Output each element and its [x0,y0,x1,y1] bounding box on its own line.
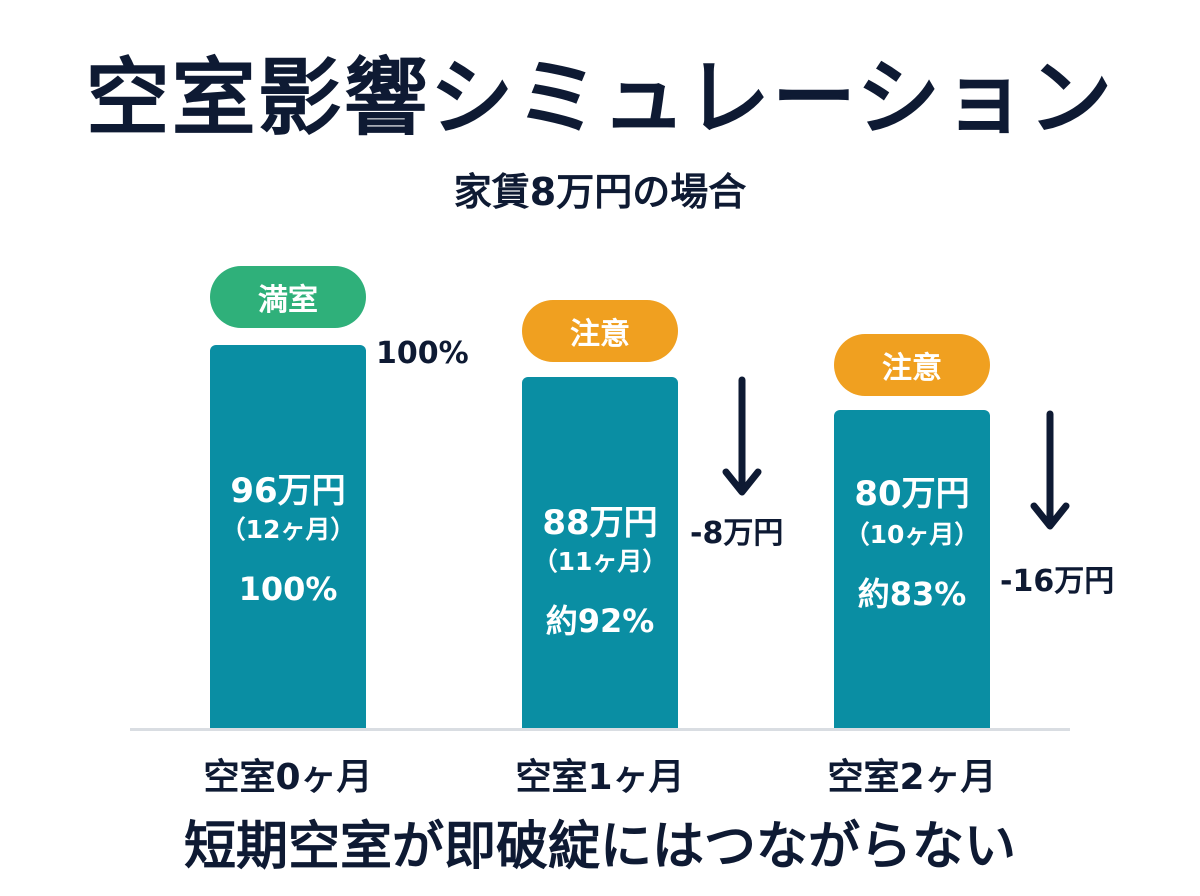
page-subtitle: 家賃8万円の場合 [453,170,747,214]
difference-label: -8万円 [690,516,784,551]
bar-percent: 約92% [545,602,655,640]
bar-vacancy-2: 80万円 （10ヶ月） 約83% [834,410,990,729]
down-arrow-icon [1030,410,1070,530]
bar-months: （10ヶ月） [844,520,980,549]
down-arrow-icon [722,376,762,496]
side-label-100-percent: 100% [376,336,469,371]
bar-amount: 88万円 [542,503,658,543]
status-badge-full: 満室 [210,266,366,328]
page-title: 空室影響シミュレーション [85,49,1115,147]
bar-months: （11ヶ月） [532,547,668,576]
x-label-vacancy-1: 空室1ヶ月 [515,757,685,798]
status-badge-caution: 注意 [522,300,678,362]
difference-label: -16万円 [1000,564,1115,599]
conclusion-message: 短期空室が即破綻にはつながらない [183,817,1016,877]
bar-vacancy-0: 96万円 （12ヶ月） 100% [210,345,366,729]
bar-amount: 80万円 [854,474,970,514]
x-label-vacancy-0: 空室0ヶ月 [203,757,373,798]
bar-vacancy-1: 88万円 （11ヶ月） 約92% [522,377,678,729]
bar-months: （12ヶ月） [220,515,356,544]
bar-percent: 約83% [857,575,967,613]
bar-percent: 100% [238,570,338,608]
status-badge-caution: 注意 [834,334,990,396]
bar-amount: 96万円 [230,471,346,511]
x-label-vacancy-2: 空室2ヶ月 [827,757,997,798]
x-axis-baseline [130,728,1070,731]
